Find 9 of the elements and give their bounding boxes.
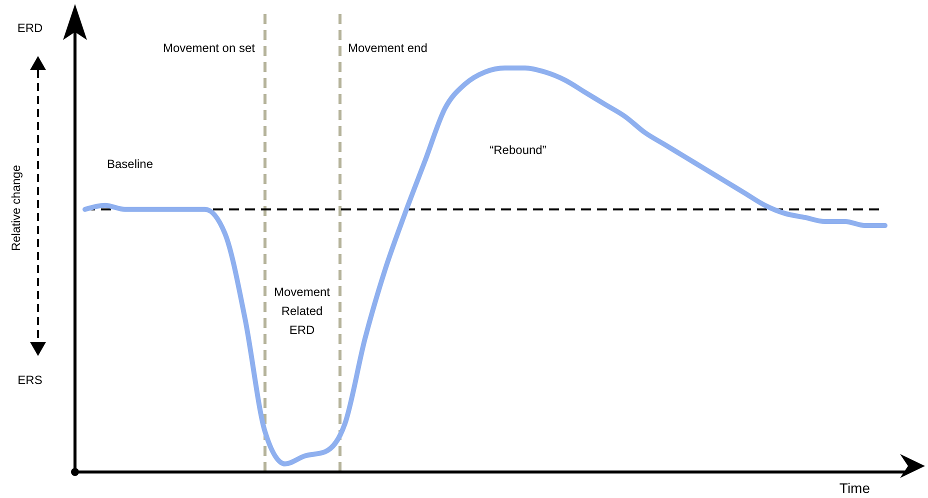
text: ERD — [17, 21, 43, 35]
annotation: Movement Related ERD — [274, 285, 331, 337]
text: ERS — [18, 373, 42, 387]
y-axis-title: Relative change — [9, 164, 23, 252]
annotation: Baseline — [107, 157, 154, 171]
x-axis-title: Time — [839, 480, 870, 496]
annotation: “Rebound” — [490, 143, 546, 157]
text: Movement end — [348, 41, 428, 55]
text: Movement on set — [162, 41, 256, 55]
